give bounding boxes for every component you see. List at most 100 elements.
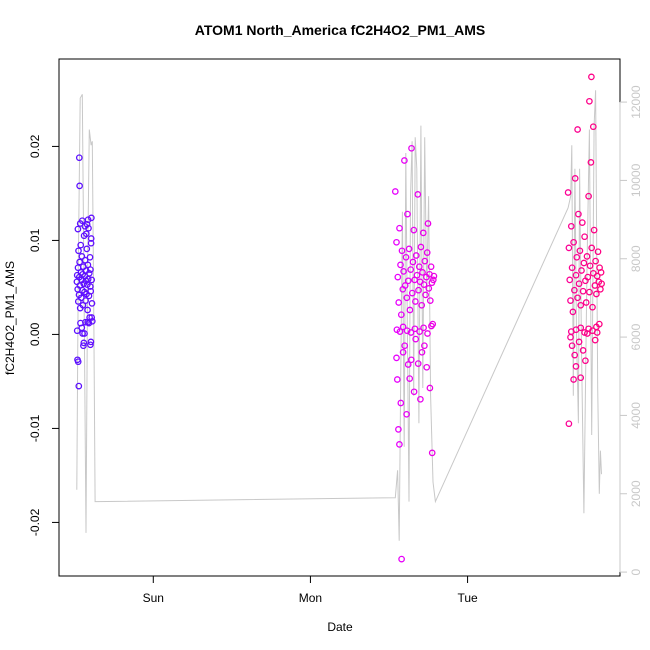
data-point [399, 323, 407, 331]
data-point [568, 264, 576, 272]
data-point [406, 306, 414, 314]
data-point [592, 257, 599, 265]
data-point [87, 266, 94, 273]
data-point [572, 271, 580, 279]
data-point [413, 271, 421, 279]
data-point [412, 298, 419, 305]
data-point [393, 376, 401, 383]
data-point [430, 272, 438, 280]
data-point [403, 410, 410, 418]
data-point [589, 327, 596, 335]
data-point [419, 229, 427, 237]
data-point [570, 376, 577, 383]
data-point [75, 382, 83, 390]
x-tick-label: Mon [299, 591, 322, 605]
y-tick-label: -0.01 [28, 414, 42, 442]
y2-tick-label: 10000 [629, 163, 643, 197]
data-point [575, 210, 582, 218]
data-point [417, 395, 424, 403]
data-point [593, 272, 601, 280]
data-point [87, 239, 95, 247]
data-point [584, 273, 592, 281]
data-point [408, 144, 415, 152]
x-tick-label: Sun [143, 591, 164, 605]
y-tick-label: 0.00 [28, 322, 42, 346]
data-point [401, 282, 409, 289]
data-point [415, 286, 422, 294]
data-point [428, 449, 436, 457]
secondary-line-layer [76, 90, 602, 541]
y-axis-left: -0.02 -0.01 0.00 0.01 0.02 [28, 134, 60, 536]
data-point [397, 399, 405, 407]
data-point [575, 338, 583, 346]
x-axis: Sun Mon Tue [143, 575, 478, 605]
data-point [429, 276, 437, 284]
data-point [578, 219, 586, 226]
data-point [590, 226, 598, 234]
data-point [582, 299, 590, 306]
x-tick-label: Tue [457, 591, 478, 605]
data-point [420, 281, 428, 288]
data-point [577, 324, 585, 332]
data-point [84, 318, 92, 326]
data-point [420, 324, 427, 332]
data-point [418, 301, 426, 309]
data-point [73, 327, 81, 335]
data-point [76, 258, 83, 266]
data-point [88, 314, 96, 321]
data-point [589, 123, 597, 131]
data-point [407, 329, 415, 336]
data-point [399, 348, 407, 356]
data-point [87, 235, 95, 242]
data-point [586, 288, 593, 296]
data-point [86, 283, 94, 290]
data-point [588, 244, 596, 252]
data-point [88, 276, 96, 284]
data-point [569, 308, 577, 316]
data-point [426, 297, 434, 304]
data-point [88, 214, 95, 222]
data-point [411, 325, 419, 333]
data-point [76, 182, 83, 190]
data-point [428, 322, 435, 330]
data-point [75, 154, 83, 162]
data-point [397, 311, 405, 319]
data-point [88, 317, 96, 325]
data-point [568, 342, 576, 350]
data-point [593, 323, 600, 331]
data-point [412, 252, 420, 259]
data-point [597, 269, 605, 276]
y2-tick-label: 0 [629, 568, 643, 575]
data-point [402, 253, 410, 261]
chart-title: ATOM1 North_America fC2H4O2_PM1_AMS [195, 22, 485, 38]
data-point [396, 328, 404, 335]
data-point [593, 290, 600, 298]
data-point [86, 253, 94, 261]
data-point [571, 175, 579, 182]
data-point [572, 363, 580, 370]
data-point [81, 222, 89, 230]
y-tick-label: -0.02 [28, 508, 42, 536]
data-point [575, 280, 583, 288]
data-point [75, 247, 82, 255]
data-point [578, 267, 585, 274]
data-point [422, 291, 429, 299]
data-point [421, 257, 429, 265]
data-point [583, 253, 591, 260]
data-point [424, 220, 432, 227]
data-point [576, 247, 584, 255]
data-point [427, 263, 435, 271]
data-point [566, 276, 574, 284]
data-point [74, 358, 82, 366]
data-point [78, 253, 86, 260]
data-point [409, 258, 417, 266]
data-point [423, 363, 431, 371]
data-point [419, 269, 426, 276]
secondary-series-line [76, 90, 602, 541]
y2-tick-label: 2000 [629, 480, 643, 507]
data-points-layer [73, 73, 605, 563]
data-point [426, 384, 434, 392]
data-point [415, 263, 423, 271]
data-point [81, 330, 88, 337]
data-point [391, 188, 399, 195]
